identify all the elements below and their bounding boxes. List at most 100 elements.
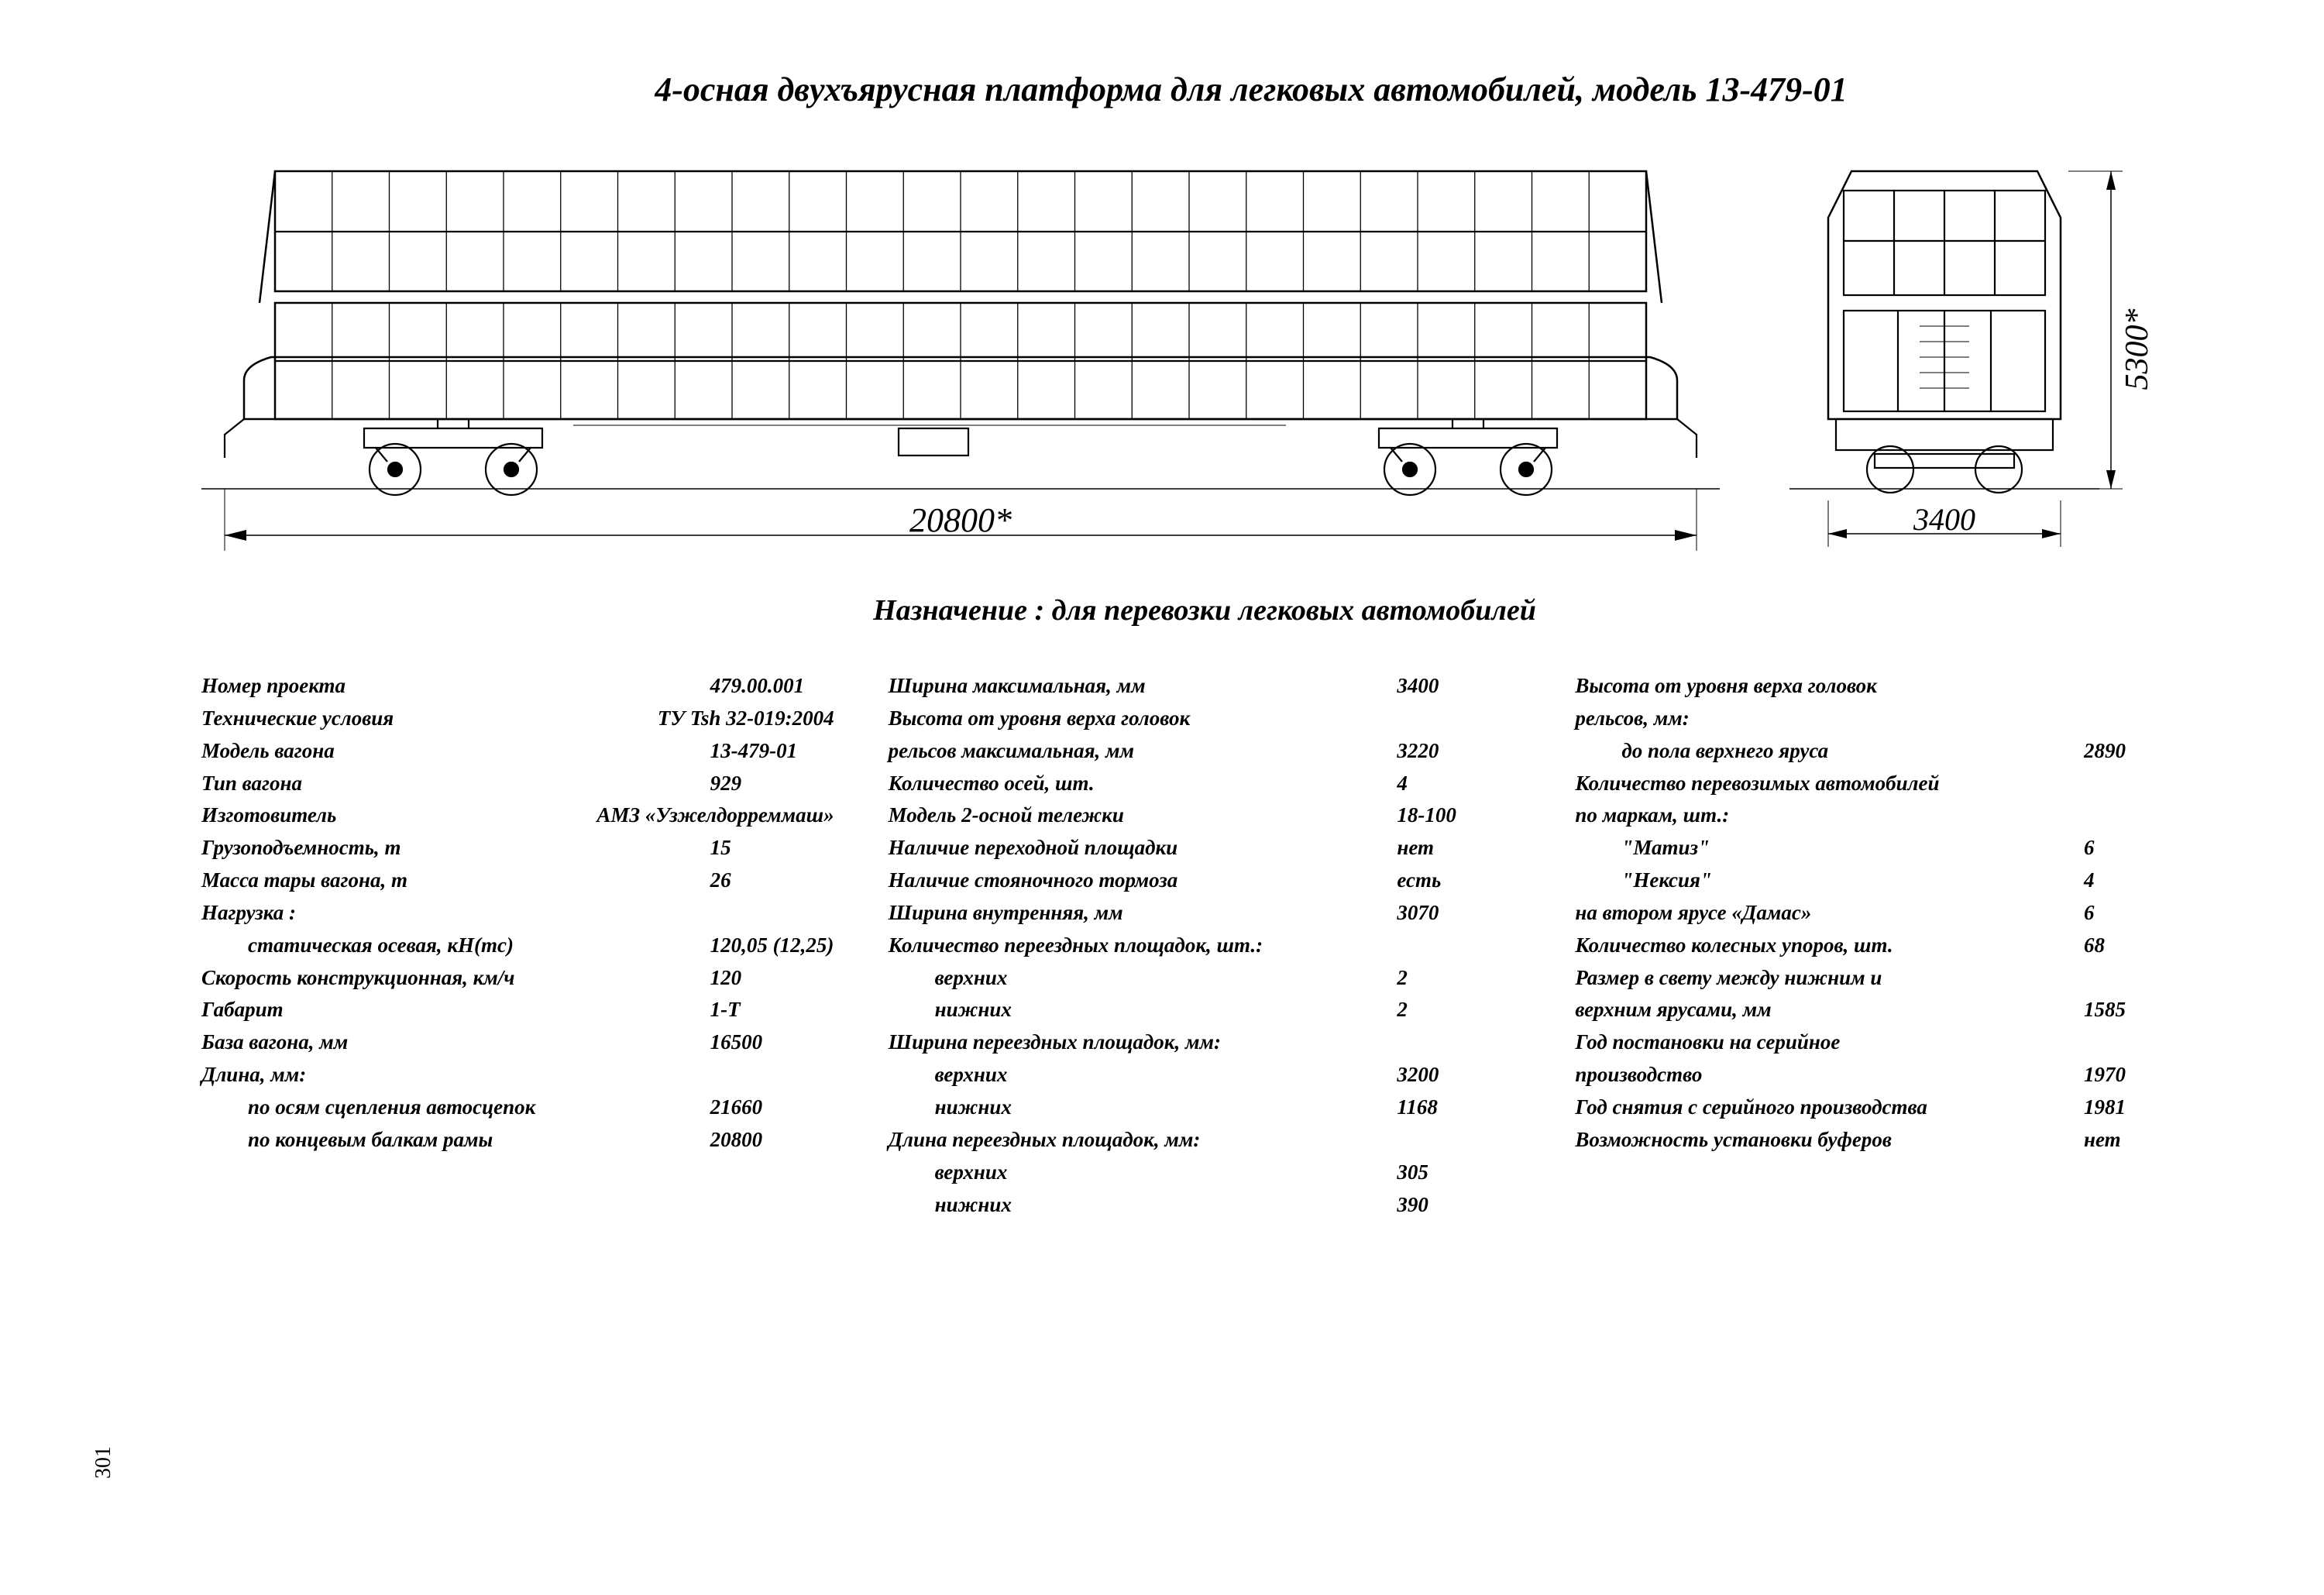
spec-label: Габарит — [201, 994, 710, 1026]
spec-value: 15 — [710, 832, 834, 865]
length-dim: 20800* — [909, 501, 1012, 539]
spec-col-2: Ширина максимальная, мм3400Высота от уро… — [889, 670, 1521, 1221]
spec-value — [1397, 1124, 1521, 1157]
spec-value: 479.00.001 — [710, 670, 834, 703]
spec-label: рельсов максимальная, мм — [889, 735, 1397, 768]
spec-label: Масса тары вагона, т — [201, 865, 710, 897]
page-number: 301 — [91, 1446, 116, 1479]
spec-label: Возможность установки буферов — [1575, 1124, 2084, 1157]
spec-value — [2084, 703, 2208, 735]
spec-value: 3220 — [1397, 735, 1521, 768]
spec-value: 3200 — [1397, 1059, 1521, 1091]
spec-label: Высота от уровня верха головок — [889, 703, 1397, 735]
spec-label: нижних — [889, 994, 1397, 1026]
spec-label: Год снятия с серийного производства — [1575, 1091, 2084, 1124]
spec-label: по осям сцепления автосцепок — [201, 1091, 710, 1124]
spec-label: Модель 2-осной тележки — [889, 799, 1397, 832]
spec-label: верхних — [889, 962, 1397, 995]
spec-label: по концевым балкам рамы — [201, 1124, 710, 1157]
spec-label: статическая осевая, кН(тс) — [201, 930, 710, 962]
spec-label: "Нексия" — [1575, 865, 2084, 897]
spec-col-3: Высота от уровня верха головокрельсов, м… — [1575, 670, 2208, 1221]
spec-value — [1397, 1026, 1521, 1059]
spec-value: 20800 — [710, 1124, 834, 1157]
spec-label: Количество осей, шт. — [889, 768, 1397, 800]
spec-value: нет — [1397, 832, 1521, 865]
spec-value: 68 — [2084, 930, 2208, 962]
spec-label: Нагрузка : — [201, 897, 710, 930]
end-elevation: 3400 5300* — [1789, 148, 2192, 566]
spec-label: Наличие переходной площадки — [889, 832, 1397, 865]
spec-value: нет — [2084, 1124, 2208, 1157]
spec-value: 4 — [1397, 768, 1521, 800]
spec-value — [2084, 962, 2208, 995]
spec-label: Ширина максимальная, мм — [889, 670, 1397, 703]
spec-label: Размер в свету между нижним и — [1575, 962, 2084, 995]
spec-value: 26 — [710, 865, 834, 897]
spec-label: Высота от уровня верха головок — [1575, 670, 2084, 703]
spec-value: 3070 — [1397, 897, 1521, 930]
spec-label: Количество переездных площадок, шт.: — [889, 930, 1397, 962]
spec-label: Скорость конструкционная, км/ч — [201, 962, 710, 995]
spec-value: 21660 — [710, 1091, 834, 1124]
spec-columns: Номер проекта479.00.001 Технические услов… — [201, 670, 2208, 1221]
spec-label: Тип вагона — [201, 768, 710, 800]
spec-value: 305 — [1397, 1157, 1521, 1189]
spec-value: ТУ Tsh 32-019:2004 — [658, 703, 834, 735]
spec-label: верхних — [889, 1157, 1397, 1189]
spec-value: 390 — [1397, 1189, 1521, 1222]
spec-value — [1397, 930, 1521, 962]
spec-label: нижних — [889, 1091, 1397, 1124]
spec-label: Модель вагона — [201, 735, 710, 768]
spec-label: рельсов, мм: — [1575, 703, 2084, 735]
spec-value: 18-100 — [1397, 799, 1521, 832]
spec-value: 120,05 (12,25) — [710, 930, 834, 962]
spec-value: 16500 — [710, 1026, 834, 1059]
spec-value: 6 — [2084, 897, 2208, 930]
spec-value: 1585 — [2084, 994, 2208, 1026]
spec-label: Количество колесных упоров, шт. — [1575, 930, 2084, 962]
spec-value — [710, 1059, 834, 1091]
spec-label: Ширина переездных площадок, мм: — [889, 1026, 1397, 1059]
spec-label: Ширина внутренняя, мм — [889, 897, 1397, 930]
spec-label: Длина переездных площадок, мм: — [889, 1124, 1397, 1157]
spec-value: 2 — [1397, 962, 1521, 995]
spec-label: нижних — [889, 1189, 1397, 1222]
spec-value: 1168 — [1397, 1091, 1521, 1124]
spec-value — [2084, 1026, 2208, 1059]
spec-value — [2084, 670, 2208, 703]
spec-value: 4 — [2084, 865, 2208, 897]
spec-label: Изготовитель — [201, 799, 596, 832]
spec-label: Грузоподъемность, т — [201, 832, 710, 865]
spec-value: 1981 — [2084, 1091, 2208, 1124]
side-elevation: 20800* — [201, 148, 1720, 566]
spec-label: до пола верхнего яруса — [1575, 735, 2084, 768]
spec-value — [2084, 799, 2208, 832]
spec-value: 929 — [710, 768, 834, 800]
width-dim: 3400 — [1913, 502, 1975, 537]
spec-value: 1970 — [2084, 1059, 2208, 1091]
height-dim: 5300* — [2119, 309, 2155, 390]
spec-label: верхних — [889, 1059, 1397, 1091]
page-title: 4-осная двухъярусная платформа для легко… — [294, 70, 2208, 109]
spec-label: Технические условия — [201, 703, 658, 735]
spec-value: 13-479-01 — [710, 735, 834, 768]
spec-value: 3400 — [1397, 670, 1521, 703]
spec-value: АМЗ «Узжелдорреммаш» — [596, 799, 834, 832]
spec-label: верхним ярусами, мм — [1575, 994, 2084, 1026]
spec-value — [710, 897, 834, 930]
spec-label: на втором ярусе «Дамас» — [1575, 897, 2084, 930]
spec-label: Номер проекта — [201, 670, 710, 703]
spec-label: производство — [1575, 1059, 2084, 1091]
spec-label: Наличие стояночного тормоза — [889, 865, 1397, 897]
spec-label: Год постановки на серийное — [1575, 1026, 2084, 1059]
drawings-row: 20800* — [201, 148, 2208, 566]
spec-value — [1397, 703, 1521, 735]
spec-value: 1-Т — [710, 994, 834, 1026]
spec-col-1: Номер проекта479.00.001 Технические услов… — [201, 670, 834, 1221]
spec-label: "Матиз" — [1575, 832, 2084, 865]
spec-value: 2890 — [2084, 735, 2208, 768]
spec-value: 120 — [710, 962, 834, 995]
spec-value: 6 — [2084, 832, 2208, 865]
spec-label: Длина, мм: — [201, 1059, 710, 1091]
